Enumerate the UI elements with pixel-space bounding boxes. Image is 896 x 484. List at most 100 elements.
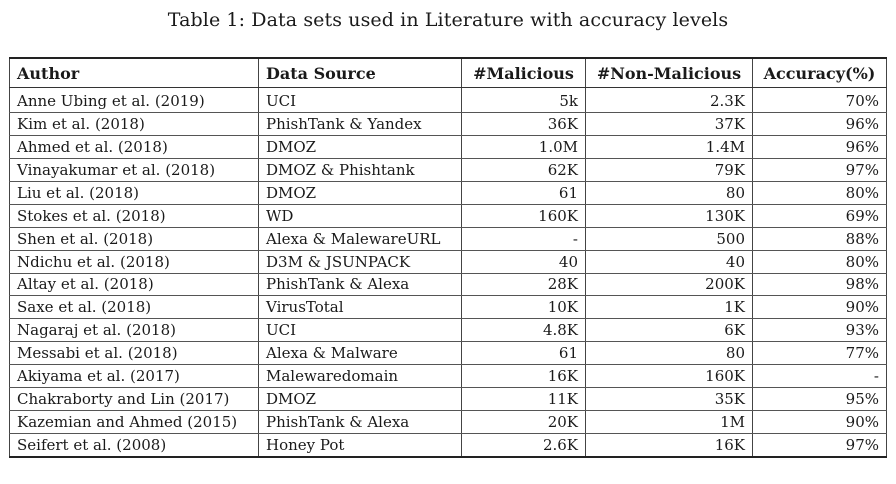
cell-non-malicious: 160K xyxy=(585,364,753,389)
cell-author: Ahmed et al. (2018) xyxy=(9,135,259,159)
table-row: Seifert et al. (2008) Honey Pot 2.6K 16K 97% xyxy=(9,433,887,458)
cell-data-source: PhishTank & Alexa xyxy=(258,273,462,297)
data-table: Author Data Source #Malicious #Non-Malic… xyxy=(9,57,887,458)
cell-accuracy: 93% xyxy=(752,318,887,343)
cell-data-source: PhishTank & Yandex xyxy=(258,112,462,136)
table-row: Ahmed et al. (2018) DMOZ 1.0M 1.4M 96% xyxy=(9,135,887,159)
cell-author: Ndichu et al. (2018) xyxy=(9,250,259,274)
table-row: Vinayakumar et al. (2018) DMOZ & Phishtan… xyxy=(9,158,887,182)
table-row: Ndichu et al. (2018) D3M & JSUNPACK 40 40 80… xyxy=(9,250,887,274)
cell-malicious: 5k xyxy=(461,87,586,113)
cell-accuracy: 88% xyxy=(752,227,887,251)
cell-data-source: DMOZ xyxy=(258,181,462,205)
cell-malicious: 20K xyxy=(461,410,586,435)
cell-author: Chakraborty and Lin (2017) xyxy=(9,387,259,412)
cell-malicious: 61 xyxy=(461,341,586,366)
cell-accuracy: 96% xyxy=(752,112,887,136)
cell-author: Vinayakumar et al. (2018) xyxy=(9,158,259,182)
cell-data-source: WD xyxy=(258,204,462,228)
cell-author: Messabi et al. (2018) xyxy=(9,341,259,366)
table-row: Chakraborty and Lin (2017) DMOZ 11K 35K 95% xyxy=(9,387,887,412)
cell-data-source: Honey Pot xyxy=(258,433,462,458)
cell-data-source: UCI xyxy=(258,87,462,113)
cell-non-malicious: 6K xyxy=(585,318,753,343)
table-caption: Table 1: Data sets used in Literature wi… xyxy=(167,9,729,31)
cell-non-malicious: 35K xyxy=(585,387,753,412)
cell-accuracy: 77% xyxy=(752,341,887,366)
table-row: Liu et al. (2018) DMOZ 61 80 80% xyxy=(9,181,887,205)
cell-data-source: DMOZ & Phishtank xyxy=(258,158,462,182)
table-row: Messabi et al. (2018) Alexa & Malware 61 80… xyxy=(9,341,887,366)
table-row: Kim et al. (2018) PhishTank & Yandex 36K 37… xyxy=(9,112,887,136)
cell-accuracy: 69% xyxy=(752,204,887,228)
cell-malicious: 10K xyxy=(461,295,586,320)
table-row: Akiyama et al. (2017) Malewaredomain 16K 16… xyxy=(9,364,887,389)
cell-data-source: DMOZ xyxy=(258,135,462,159)
cell-malicious: 4.8K xyxy=(461,318,586,343)
cell-author: Saxe et al. (2018) xyxy=(9,295,259,320)
cell-data-source: DMOZ xyxy=(258,387,462,412)
header-accuracy: Accuracy(%) xyxy=(752,58,887,88)
cell-data-source: Malewaredomain xyxy=(258,364,462,389)
cell-malicious: 16K xyxy=(461,364,586,389)
table-row: Nagaraj et al. (2018) UCI 4.8K 6K 93% xyxy=(9,318,887,343)
cell-author: Anne Ubing et al. (2019) xyxy=(9,87,259,113)
cell-non-malicious: 40 xyxy=(585,250,753,274)
cell-non-malicious: 80 xyxy=(585,341,753,366)
cell-author: Kim et al. (2018) xyxy=(9,112,259,136)
table-row: Kazemian and Ahmed (2015) PhishTank & Ale… xyxy=(9,410,887,435)
table-body: Anne Ubing et al. (2019) UCI 5k 2.3K 70% Kim … xyxy=(9,87,887,458)
cell-author: Liu et al. (2018) xyxy=(9,181,259,205)
cell-accuracy: 90% xyxy=(752,410,887,435)
cell-malicious: 62K xyxy=(461,158,586,182)
cell-accuracy: 96% xyxy=(752,135,887,159)
cell-author: Akiyama et al. (2017) xyxy=(9,364,259,389)
cell-non-malicious: 79K xyxy=(585,158,753,182)
cell-data-source: PhishTank & Alexa xyxy=(258,410,462,435)
cell-non-malicious: 200K xyxy=(585,273,753,297)
data-table-container: Author Data Source #Malicious #Non-Malic… xyxy=(9,57,887,458)
table-row: Stokes et al. (2018) WD 160K 130K 69% xyxy=(9,204,887,228)
header-non-malicious: #Non-Malicious xyxy=(585,58,753,88)
cell-non-malicious: 500 xyxy=(585,227,753,251)
header-author: Author xyxy=(9,58,259,88)
table-row: Altay et al. (2018) PhishTank & Alexa 28K 2… xyxy=(9,273,887,297)
cell-malicious: 36K xyxy=(461,112,586,136)
cell-accuracy: 95% xyxy=(752,387,887,412)
cell-accuracy: - xyxy=(752,364,887,389)
cell-non-malicious: 37K xyxy=(585,112,753,136)
cell-malicious: 2.6K xyxy=(461,433,586,458)
cell-data-source: Alexa & Malware xyxy=(258,341,462,366)
cell-malicious: - xyxy=(461,227,586,251)
cell-accuracy: 70% xyxy=(752,87,887,113)
cell-accuracy: 97% xyxy=(752,433,887,458)
cell-author: Nagaraj et al. (2018) xyxy=(9,318,259,343)
cell-data-source: D3M & JSUNPACK xyxy=(258,250,462,274)
cell-malicious: 160K xyxy=(461,204,586,228)
cell-author: Shen et al. (2018) xyxy=(9,227,259,251)
cell-malicious: 1.0M xyxy=(461,135,586,159)
cell-author: Seifert et al. (2008) xyxy=(9,433,259,458)
cell-non-malicious: 1M xyxy=(585,410,753,435)
cell-accuracy: 98% xyxy=(752,273,887,297)
cell-non-malicious: 80 xyxy=(585,181,753,205)
header-data-source: Data Source xyxy=(258,58,462,88)
cell-malicious: 28K xyxy=(461,273,586,297)
cell-data-source: Alexa & MalewareURL xyxy=(258,227,462,251)
cell-author: Stokes et al. (2018) xyxy=(9,204,259,228)
cell-malicious: 11K xyxy=(461,387,586,412)
cell-accuracy: 97% xyxy=(752,158,887,182)
cell-author: Kazemian and Ahmed (2015) xyxy=(9,410,259,435)
cell-data-source: UCI xyxy=(258,318,462,343)
cell-accuracy: 80% xyxy=(752,250,887,274)
cell-accuracy: 90% xyxy=(752,295,887,320)
header-row: Author Data Source #Malicious #Non-Malic… xyxy=(9,58,887,88)
cell-non-malicious: 130K xyxy=(585,204,753,228)
cell-author: Altay et al. (2018) xyxy=(9,273,259,297)
header-malicious: #Malicious xyxy=(461,58,586,88)
table-row: Saxe et al. (2018) VirusTotal 10K 1K 90% xyxy=(9,295,887,320)
cell-malicious: 40 xyxy=(461,250,586,274)
cell-data-source: VirusTotal xyxy=(258,295,462,320)
table-row: Shen et al. (2018) Alexa & MalewareURL -50… xyxy=(9,227,887,251)
cell-accuracy: 80% xyxy=(752,181,887,205)
